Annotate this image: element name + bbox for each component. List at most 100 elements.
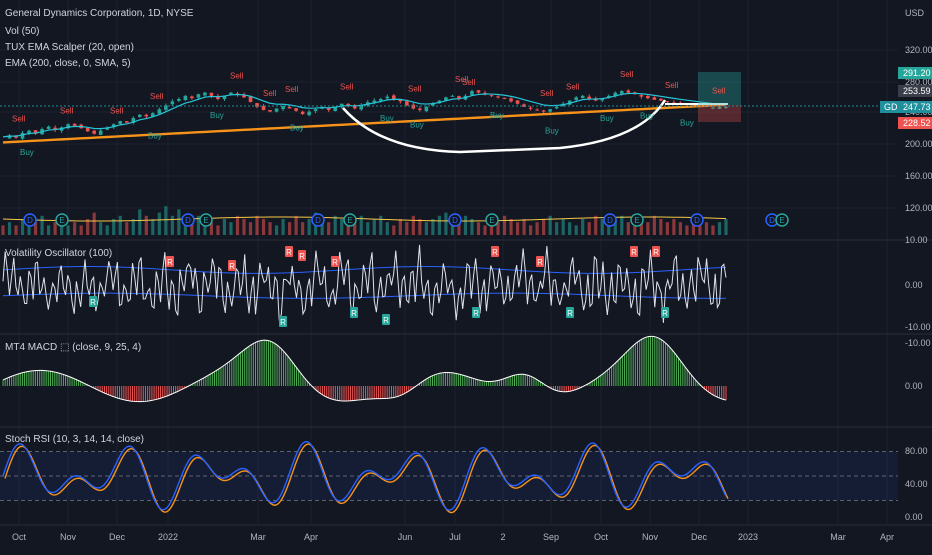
sell-signal: Sell — [230, 72, 244, 81]
volume-bar — [7, 222, 12, 235]
candle-body — [424, 106, 429, 112]
time-tick: Apr — [304, 532, 318, 542]
candle-body — [574, 97, 578, 101]
volume-bar — [53, 222, 57, 235]
r-signal — [166, 256, 174, 267]
vol-osc-tick: 0.00 — [905, 280, 923, 290]
candle-body — [470, 91, 474, 95]
r-signal-text: R — [383, 316, 389, 325]
buy-signal: Buy — [680, 119, 694, 128]
sell-signal: Sell — [408, 84, 422, 93]
dividend-icon — [23, 213, 37, 227]
volume-bar — [411, 215, 415, 235]
volume-bar — [320, 219, 324, 235]
volume-bar — [620, 215, 624, 235]
vol-osc-title[interactable]: Volatility Oscillator (100) — [5, 248, 112, 259]
price-tick: 200.00 — [905, 139, 932, 149]
volume-bar — [229, 222, 233, 235]
volume-bar — [613, 219, 617, 235]
r-signal-text: R — [351, 309, 357, 318]
candle-body — [665, 101, 670, 103]
volume-bar — [568, 222, 572, 235]
dividend-icon — [181, 213, 195, 227]
volume-bar — [105, 225, 109, 235]
volume-bar — [242, 219, 246, 235]
volume-bar — [60, 219, 64, 235]
volume-bar — [281, 219, 285, 235]
volume-bar — [196, 215, 201, 235]
price-badge — [898, 117, 932, 129]
time-axis[interactable]: Oct Nov Dec 2022 Mar Apr Jun Jul 2 Sep Oct Nov Dec 20… — [0, 524, 932, 542]
time-tick: Nov — [642, 532, 659, 542]
volume-bar — [450, 219, 455, 235]
candle-body — [606, 95, 611, 98]
volume-bar — [46, 225, 51, 235]
candle-body — [294, 108, 298, 111]
candle-body — [242, 94, 246, 98]
sell-signal: Sell — [60, 106, 74, 115]
price-badge — [898, 67, 932, 79]
macd-tick: -10.00 — [905, 338, 931, 348]
r-signal — [285, 246, 293, 257]
volume-bar — [40, 215, 44, 235]
candle-body — [313, 109, 318, 112]
volume-bar — [405, 222, 409, 235]
earnings-icon — [775, 213, 789, 227]
volume-bar — [704, 222, 709, 235]
candle-body — [118, 121, 123, 124]
stoch-rsi-pane[interactable] — [0, 441, 898, 514]
macd-title[interactable]: MT4 MACD ⬚ (close, 9, 25, 4) — [5, 342, 141, 353]
r-signal — [536, 256, 544, 267]
volume-bar — [535, 222, 539, 235]
rsi-title[interactable]: Stoch RSI (10, 3, 14, 14, close) — [5, 434, 144, 445]
indicator-tux[interactable]: TUX EMA Scalper (20, open) — [5, 42, 134, 53]
volume-bar — [698, 219, 702, 235]
volume-bar — [261, 219, 266, 235]
sell-signal: Sell — [340, 83, 354, 92]
time-tick: 2023 — [738, 532, 758, 542]
indicator-ema[interactable]: EMA (200, close, 0, SMA, 5) — [5, 58, 131, 69]
r-signal-text: R — [537, 258, 543, 267]
candle-body — [619, 91, 624, 94]
candle-body — [98, 130, 103, 135]
time-tick: 2022 — [158, 532, 178, 542]
candle-body — [659, 98, 663, 101]
candle-body — [20, 132, 25, 139]
candle-body — [183, 95, 188, 101]
candle-body — [7, 135, 12, 139]
candle-body — [72, 123, 77, 126]
volume-bar — [509, 219, 513, 235]
volume-bar — [717, 222, 722, 235]
chart-title: General Dynamics Corporation, 1D, NYSE — [5, 8, 194, 19]
volume-bar — [483, 225, 487, 235]
cup-drawing — [342, 99, 667, 154]
buy-signal: Buy — [20, 148, 34, 157]
volume-bar — [138, 209, 142, 235]
candle-body — [548, 109, 552, 112]
volume-bar — [346, 222, 350, 235]
candle-body — [281, 106, 285, 110]
volume-bar — [502, 215, 507, 235]
price-axis[interactable]: 320.00280.00240.00200.00160.00120.00291.… — [880, 45, 932, 522]
volume-bar — [86, 219, 90, 235]
volume-bar — [685, 225, 689, 235]
volume-bar — [222, 219, 227, 235]
candle-body — [359, 105, 364, 110]
macd-pane[interactable] — [2, 335, 727, 403]
volume-bar — [118, 215, 122, 235]
candle-body — [46, 126, 51, 129]
target-zone — [698, 72, 741, 105]
indicator-vol[interactable]: Vol (50) — [5, 26, 39, 37]
dividend-icon — [311, 213, 325, 227]
volume-bar — [392, 225, 396, 235]
r-signal — [661, 307, 669, 318]
r-signal — [652, 246, 660, 257]
volume-bar — [633, 225, 637, 235]
volume-bar — [691, 222, 696, 235]
volume-bar — [294, 215, 298, 235]
sell-signal: Sell — [566, 83, 580, 92]
volume-bar — [92, 212, 96, 235]
